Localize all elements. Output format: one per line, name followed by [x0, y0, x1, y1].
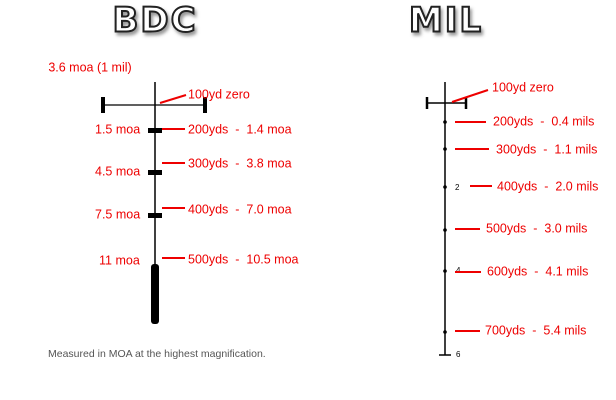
zero-label: 100yd zero	[492, 80, 554, 94]
mil-title: MIL	[409, 1, 483, 41]
caption: Measured in MOA at the highest magnifica…	[48, 348, 266, 360]
range-label: 500yds - 3.0 mils	[486, 221, 587, 235]
range-label: 600yds - 4.1 mils	[487, 264, 588, 278]
range-label: 500yds - 10.5 moa	[188, 252, 299, 266]
range-label: 200yds - 0.4 mils	[493, 114, 594, 128]
moa-label: 11 moa	[99, 253, 140, 267]
mil-reticle	[425, 82, 468, 356]
range-label: 300yds - 3.8 moa	[188, 156, 292, 170]
bdc-reticle	[101, 82, 207, 324]
scale-number: 4	[456, 266, 461, 275]
mil-width-label: 3.6 moa (1 mil)	[48, 60, 131, 74]
range-label: 300yds - 1.1 mils	[496, 142, 597, 156]
moa-label: 4.5 moa	[95, 164, 140, 178]
range-label: 700yds - 5.4 mils	[485, 323, 586, 337]
scale-number: 2	[455, 183, 460, 192]
moa-label: 1.5 moa	[95, 122, 140, 136]
range-label: 400yds - 7.0 moa	[188, 202, 292, 216]
zero-label: 100yd zero	[188, 87, 250, 101]
bdc-title: BDC	[112, 1, 197, 41]
range-label: 200yds - 1.4 moa	[188, 122, 292, 136]
moa-label: 7.5 moa	[95, 207, 140, 221]
range-label: 400yds - 2.0 mils	[497, 179, 598, 193]
scale-number: 6	[456, 350, 461, 359]
